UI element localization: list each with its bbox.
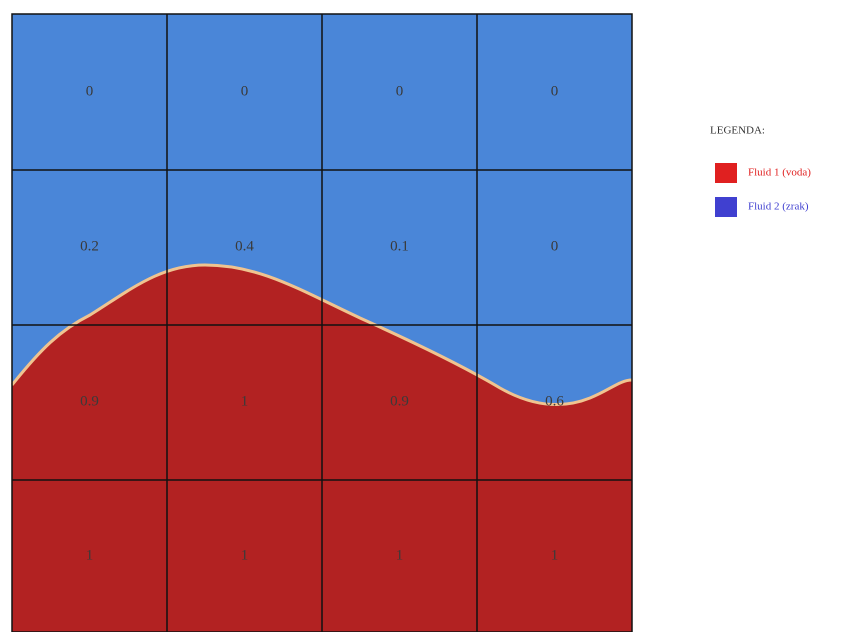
cell-value: 0.2 (80, 238, 99, 254)
cell-value: 0 (86, 83, 94, 99)
cell-value: 0.6 (545, 393, 564, 409)
cell-value: 1 (86, 547, 94, 563)
cell-value: 0.1 (390, 238, 409, 254)
legend: Fluid 1 (voda) Fluid 2 (zrak) (715, 163, 811, 217)
cell-value: 0 (551, 238, 559, 254)
legend-label: Fluid 2 (zrak) (748, 201, 809, 213)
cell-value: 1 (396, 547, 404, 563)
cell-value: 0.9 (390, 393, 409, 409)
legend-swatch (715, 163, 737, 183)
legend-title: LEGENDA: (710, 125, 765, 137)
cell-value: 1 (241, 393, 249, 409)
legend-swatch (715, 197, 737, 217)
cell-value: 0.4 (235, 238, 254, 254)
interface-curve (10, 263, 633, 407)
grid-lines (11, 13, 633, 632)
cell-values: 0 0 0 0 0.2 0.4 0.1 0 0.9 1 0.9 0.6 1 1 1 1 (80, 83, 564, 563)
cell-value: 1 (241, 547, 249, 563)
cell-value: 0 (551, 83, 559, 99)
cell-value: 1 (551, 547, 559, 563)
cell-value: 0 (396, 83, 404, 99)
legend-label: Fluid 1 (voda) (748, 167, 811, 179)
cell-value: 0 (241, 83, 249, 99)
cell-value: 0.9 (80, 393, 99, 409)
